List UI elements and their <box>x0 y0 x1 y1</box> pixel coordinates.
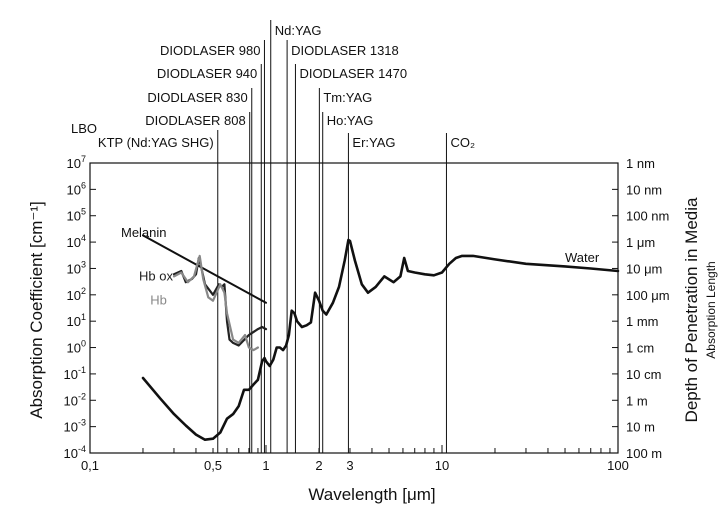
x-tick-label: 100 <box>607 458 629 473</box>
y2-axis-title: Depth of Penetration in Media <box>682 197 701 422</box>
series-label-water: Water <box>565 250 600 265</box>
y-tick-label: 106 <box>67 180 86 197</box>
y-tick-label: 10-2 <box>64 391 86 408</box>
y2-tick-label: 1 cm <box>626 341 654 356</box>
y-axis-title: Absorption Coefficient [cm⁻¹] <box>27 201 46 418</box>
y2-tick-label: 1 mm <box>626 314 659 329</box>
y2-tick-label: 10 m <box>626 420 655 435</box>
y-tick-label: 10-4 <box>64 444 86 461</box>
laser-label-diodlaser-980: DIODLASER 980 <box>160 43 260 58</box>
series-label-melanin: Melanin <box>121 225 167 240</box>
series-melanin <box>142 234 267 304</box>
y2-tick-label: 10 μm <box>626 261 662 276</box>
y2-tick-label: 10 nm <box>626 182 662 197</box>
labels: Melanin Hb ox Hb Water <box>121 225 600 308</box>
x-tick-label: 0,1 <box>81 458 99 473</box>
y-tick-label: 105 <box>67 207 86 224</box>
laser-label-ktp-nd-yag-shg: KTP (Nd:YAG SHG) <box>98 135 214 150</box>
laser-label-lbo: LBO <box>71 121 97 136</box>
y-tick-label: 104 <box>67 233 86 250</box>
laser-label-diodlaser-830: DIODLASER 830 <box>147 90 247 105</box>
x-tick-label: 1 <box>262 458 269 473</box>
laser-label-diodlaser-808: DIODLASER 808 <box>145 113 245 128</box>
y-tick-label: 102 <box>67 286 86 303</box>
y-tick-label: 101 <box>67 312 86 329</box>
laser-label-diodlaser-1470: DIODLASER 1470 <box>299 66 407 81</box>
laser-label-diodlaser-940: DIODLASER 940 <box>157 66 257 81</box>
x-tick-label: 2 <box>315 458 322 473</box>
y2-tick-label: 1 nm <box>626 156 655 171</box>
laser-label-tm-yag: Tm:YAG <box>323 90 372 105</box>
y2-tick-label: 1 μm <box>626 235 655 250</box>
y-tick-label: 103 <box>67 259 86 276</box>
laser-label-diodlaser-1318: DIODLASER 1318 <box>291 43 399 58</box>
series <box>141 234 620 441</box>
x-axis-title: Wavelength [μm] <box>308 485 435 504</box>
series-label-hb-ox: Hb ox <box>139 268 173 283</box>
series-hb <box>172 254 259 352</box>
laser-label-er-yag: Er:YAG <box>352 135 395 150</box>
y2-tick-label: 100 nm <box>626 209 669 224</box>
x-tick-label: 3 <box>346 458 353 473</box>
series-label-hb: Hb <box>150 293 167 308</box>
y-tick-label: 10-1 <box>64 365 86 382</box>
laser-label-nd-yag: Nd:YAG <box>275 23 322 38</box>
y2-tick-label: 10 cm <box>626 367 661 382</box>
y-tick-label: 10-3 <box>64 418 86 435</box>
y2-axis-subtitle: Absorption Length <box>704 261 718 358</box>
laser-label-co: CO₂ <box>450 135 475 150</box>
laser-label-ho-yag: Ho:YAG <box>327 113 374 128</box>
plot-frame <box>89 162 619 454</box>
y-tick-label: 107 <box>67 154 86 171</box>
y-tick-label: 100 <box>67 339 86 356</box>
x-tick-label: 10 <box>435 458 449 473</box>
y2-tick-label: 100 μm <box>626 288 670 303</box>
series-water <box>141 238 620 441</box>
x-tick-label: 0,5 <box>204 458 222 473</box>
y2-tick-label: 100 m <box>626 446 662 461</box>
y2-tick-label: 1 m <box>626 393 648 408</box>
